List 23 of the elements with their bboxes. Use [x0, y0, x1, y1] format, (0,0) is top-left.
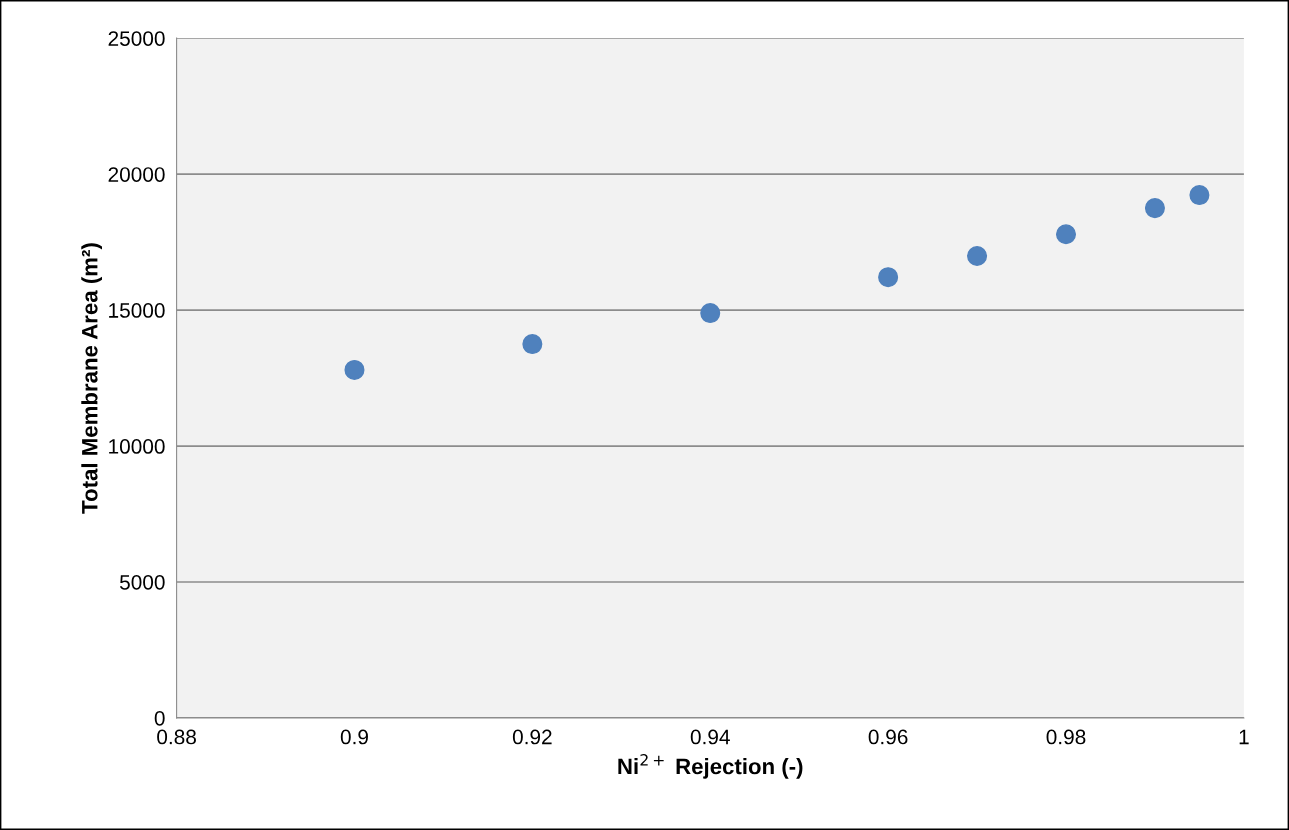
x-tick-label: 0.88	[157, 729, 196, 745]
point	[522, 334, 543, 355]
x-tick-label: 0.94	[690, 729, 730, 745]
y-tick-label: 0	[154, 710, 165, 726]
point	[700, 303, 721, 324]
point	[1189, 185, 1210, 206]
y-tick-label: 25000	[108, 31, 165, 46]
point	[344, 359, 365, 380]
y-axis-title: Total Membrane Area (m²)	[81, 243, 102, 514]
y-tick-label: 10000	[109, 439, 165, 454]
x-tick-label: 0.96	[868, 729, 908, 745]
y-tick-label: 5000	[119, 575, 165, 590]
y-tick-label: 15000	[109, 303, 165, 318]
x-tick-label: 1	[1239, 729, 1249, 745]
x-tick-label: 0.9	[340, 729, 368, 745]
point	[878, 267, 899, 288]
point	[1055, 224, 1077, 245]
point	[1144, 198, 1165, 219]
x-axis-title: Ni$^{2+}$ Rejection (-)	[618, 754, 803, 779]
x-tick-label: 0.92	[512, 729, 552, 745]
y-tick-label: 20000	[108, 167, 165, 182]
point	[967, 245, 988, 266]
x-tick-label: 0.98	[1046, 729, 1086, 745]
